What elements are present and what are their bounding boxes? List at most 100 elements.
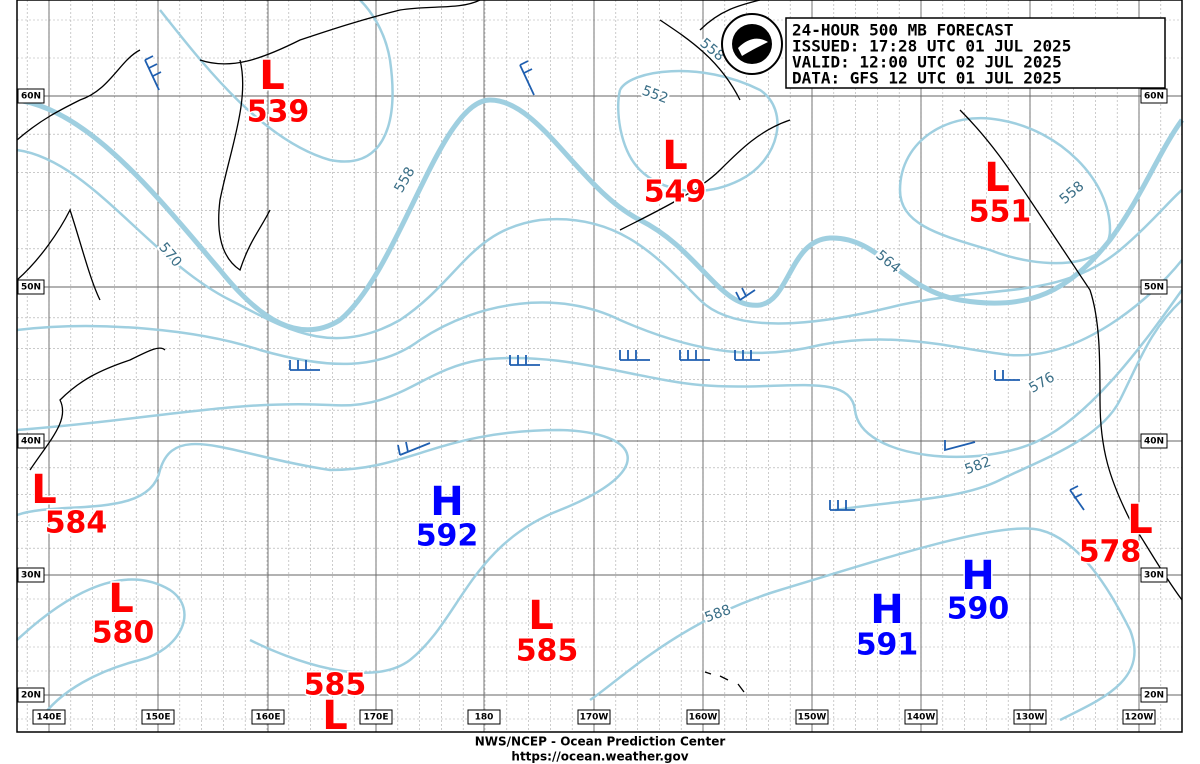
- map-border: [16, 0, 1183, 733]
- label-box: [359, 709, 393, 725]
- contours: [16, 0, 1185, 722]
- label-box: [17, 88, 45, 104]
- contour-line: [16, 428, 629, 674]
- latitude-label: 30N: [1144, 571, 1164, 581]
- label-box: [904, 709, 938, 725]
- center-symbol: L: [1127, 497, 1153, 543]
- contour-line: [616, 69, 779, 193]
- contour-line: [159, 0, 394, 163]
- label-box: [251, 709, 285, 725]
- center-value: 539: [247, 95, 310, 130]
- label-box: [1140, 567, 1168, 583]
- wind-barb: [735, 287, 756, 301]
- header-line: ISSUED: 17:28 UTC 01 JUL 2025: [792, 37, 1071, 56]
- contour-line: [16, 259, 1183, 366]
- latitude-label: 40N: [21, 437, 41, 447]
- latitude-label: 60N: [21, 92, 41, 102]
- center-value: 590: [947, 592, 1010, 627]
- contour-line: [898, 116, 1112, 265]
- center-value: 585: [304, 668, 367, 703]
- longitude-label: 140E: [37, 713, 62, 723]
- center-symbol: L: [662, 133, 688, 179]
- label-box: [686, 709, 720, 725]
- coastline: [619, 0, 791, 231]
- wind-barb: [289, 360, 320, 371]
- center-value: 591: [856, 628, 919, 663]
- label-box: [467, 709, 501, 725]
- wind-barb: [397, 441, 431, 456]
- label-box: [17, 279, 45, 295]
- label-box: [795, 709, 829, 725]
- longitude-label: 140W: [907, 713, 936, 723]
- wind-barb: [144, 55, 162, 91]
- contour-line: [16, 289, 1184, 459]
- label-box: [1140, 687, 1168, 703]
- center-symbol: H: [870, 587, 903, 633]
- longitude-label: 150W: [798, 713, 827, 723]
- longitude-label: 180: [475, 713, 494, 723]
- center-symbol: L: [31, 467, 57, 513]
- center-symbol: L: [259, 53, 285, 99]
- center-symbol: L: [108, 576, 134, 622]
- center-value: 551: [969, 195, 1032, 230]
- longitude-label: 160W: [689, 713, 718, 723]
- center-value: 592: [416, 519, 479, 554]
- coastlines: [16, 0, 1183, 693]
- wind-barb: [734, 350, 760, 361]
- label-box: [17, 433, 45, 449]
- header-line: VALID: 12:00 UTC 02 JUL 2025: [792, 53, 1062, 72]
- wind-barb: [1069, 485, 1085, 511]
- header-line: DATA: GFS 12 UTC 01 JUL 2025: [792, 69, 1062, 88]
- label-box: [1140, 433, 1168, 449]
- wind-barb: [829, 500, 855, 511]
- labels: 60N 60N 50N 50N 40N 40N 30N 30N 20N 20N 140E 150E 16…: [17, 33, 1168, 741]
- latitude-label: 30N: [21, 571, 41, 581]
- label-box: [577, 709, 611, 725]
- center-symbol: H: [430, 479, 463, 525]
- hawaii: [704, 671, 745, 693]
- header-box: [785, 17, 1166, 89]
- wind-barb: [509, 355, 540, 366]
- center-symbol: L: [322, 693, 348, 739]
- contour-line: [16, 578, 186, 721]
- footer-line: https://ocean.weather.gov: [511, 750, 688, 764]
- contour-line: [16, 148, 1183, 340]
- center-value: 580: [92, 616, 155, 651]
- center-symbol: L: [528, 593, 554, 639]
- label-box: [1122, 709, 1156, 725]
- latitude-label: 40N: [1144, 437, 1164, 447]
- wind-barb: [679, 350, 710, 361]
- coastline: [218, 59, 271, 272]
- label-box: [17, 687, 45, 703]
- wind-barb: [619, 350, 650, 361]
- center-value: 578: [1079, 535, 1142, 570]
- wind-barb: [519, 60, 535, 96]
- wind-barbs: [144, 55, 1085, 511]
- latitude-label: 50N: [1144, 283, 1164, 293]
- center-value: 584: [45, 506, 108, 541]
- label-box: [1140, 88, 1168, 104]
- latitude-label: 60N: [1144, 92, 1164, 102]
- coastline: [16, 0, 481, 141]
- label-box: [32, 709, 66, 725]
- longitude-label: 150E: [146, 713, 171, 723]
- label-box: [1013, 709, 1047, 725]
- contour-line: [834, 299, 1183, 512]
- coastline: [16, 208, 166, 471]
- wind-barb: [994, 370, 1020, 381]
- noaa-logo-bird: [738, 38, 768, 56]
- wind-barb: [944, 440, 976, 452]
- coastline: [959, 109, 1183, 601]
- longitude-label: 170W: [580, 713, 609, 723]
- center-symbol: H: [961, 553, 994, 599]
- contour-line: [16, 97, 1185, 333]
- center-symbol: L: [984, 155, 1010, 201]
- latitude-label: 20N: [1144, 691, 1164, 701]
- longitude-label: 120W: [1125, 713, 1154, 723]
- label-box: [17, 567, 45, 583]
- longitude-label: 170E: [364, 713, 389, 723]
- longitude-label: 160E: [256, 713, 281, 723]
- contour-line: [589, 527, 1136, 722]
